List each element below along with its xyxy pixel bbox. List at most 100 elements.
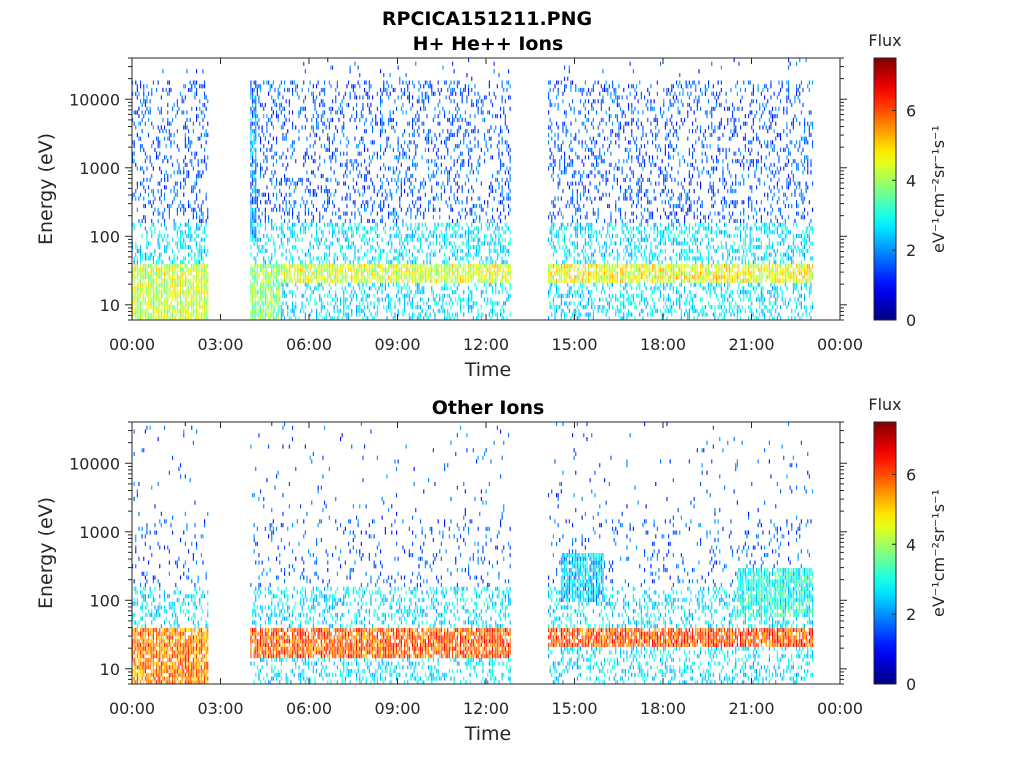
heat-cell (468, 162, 470, 167)
heat-cell (295, 237, 297, 242)
heat-cell (295, 200, 297, 205)
heat-cell (420, 181, 422, 186)
heat-cell (400, 245, 402, 250)
heat-cell (471, 290, 473, 295)
heat-cell (464, 233, 466, 239)
heat-cell (332, 226, 334, 231)
heat-cell (328, 252, 330, 257)
heat-cell (389, 192, 391, 197)
heat-cell (424, 136, 426, 141)
heat-cell (488, 312, 490, 317)
heat-cell (556, 121, 558, 126)
heat-cell (184, 305, 186, 310)
heat-cell (200, 204, 202, 209)
heat-cell (420, 267, 422, 272)
heat-cell (432, 297, 434, 302)
heat-cell (428, 233, 430, 239)
heat-cell (156, 275, 158, 280)
heat-cell (509, 177, 511, 182)
heat-cell (311, 218, 313, 224)
heat-cell (338, 312, 340, 317)
heat-cell (319, 218, 321, 224)
heat-cell (548, 275, 550, 280)
heat-cell (255, 237, 257, 242)
heat-cell (272, 267, 274, 272)
heat-cell (412, 117, 414, 123)
heat-cell (188, 87, 190, 93)
heat-cell (372, 207, 374, 212)
heat-cell (442, 106, 444, 111)
heat-cell (440, 267, 442, 272)
heat-cell (356, 114, 358, 119)
heat-cell (304, 211, 306, 216)
heat-cell (255, 95, 257, 100)
heat-cell (412, 252, 414, 257)
heat-cell (330, 110, 332, 115)
heat-cell (477, 316, 479, 320)
heat-cell (568, 286, 570, 291)
heat-cell (397, 282, 399, 287)
heat-cell (423, 84, 425, 89)
heat-cell (408, 248, 410, 254)
heat-cell (463, 312, 465, 317)
heat-cell (344, 278, 346, 283)
heat-cell (440, 275, 442, 280)
heat-cell (272, 192, 274, 197)
heat-cell (450, 129, 452, 134)
heat-cell (285, 132, 287, 138)
heat-cell (317, 237, 319, 242)
heat-cell (508, 95, 510, 100)
heat-cell (160, 110, 162, 115)
heat-cell (437, 102, 439, 108)
heat-cell (488, 263, 490, 269)
heat-cell (258, 316, 260, 320)
heat-cell (482, 110, 484, 115)
heat-cell (269, 132, 271, 138)
heat-cell (303, 162, 305, 167)
heat-cell (164, 278, 166, 283)
heat-cell (343, 293, 345, 298)
heat-cell (412, 260, 414, 265)
heat-cell (476, 301, 478, 306)
heat-cell (344, 312, 346, 317)
heat-cell (562, 278, 564, 283)
heat-cell (416, 316, 418, 320)
heat-cell (492, 271, 494, 276)
heat-cell (447, 181, 449, 186)
heat-cell (194, 207, 196, 212)
heat-cell (402, 256, 404, 261)
heat-cell (173, 132, 175, 138)
heat-cell (266, 312, 268, 317)
heat-cell (421, 233, 423, 239)
heat-cell (463, 140, 465, 145)
heat-cell (501, 226, 503, 231)
heat-cell (448, 84, 450, 89)
heat-cell (149, 99, 151, 104)
heat-cell (376, 308, 378, 313)
heat-cell (256, 275, 258, 280)
heat-cell (560, 196, 562, 201)
heat-cell (335, 282, 337, 287)
heat-cell (154, 293, 156, 298)
heat-cell (253, 278, 255, 283)
heat-cell (399, 241, 401, 246)
heat-cell (407, 237, 409, 242)
heat-cell (148, 110, 150, 115)
heat-cell (399, 170, 401, 175)
heat-cell (165, 293, 167, 298)
heat-cell (418, 267, 420, 272)
heat-cell (356, 110, 358, 115)
heat-cell (357, 151, 359, 156)
heat-cell (301, 177, 303, 182)
heat-cell (391, 211, 393, 216)
heat-cell (196, 275, 198, 280)
heat-cell (338, 237, 340, 242)
heat-cell (252, 174, 254, 179)
heat-cell (167, 110, 169, 115)
heat-cell (282, 162, 284, 167)
heat-cell (144, 252, 146, 257)
heat-cell (380, 200, 382, 205)
heat-cell (196, 181, 198, 186)
heat-cell (463, 278, 465, 283)
heat-cell (352, 267, 354, 272)
